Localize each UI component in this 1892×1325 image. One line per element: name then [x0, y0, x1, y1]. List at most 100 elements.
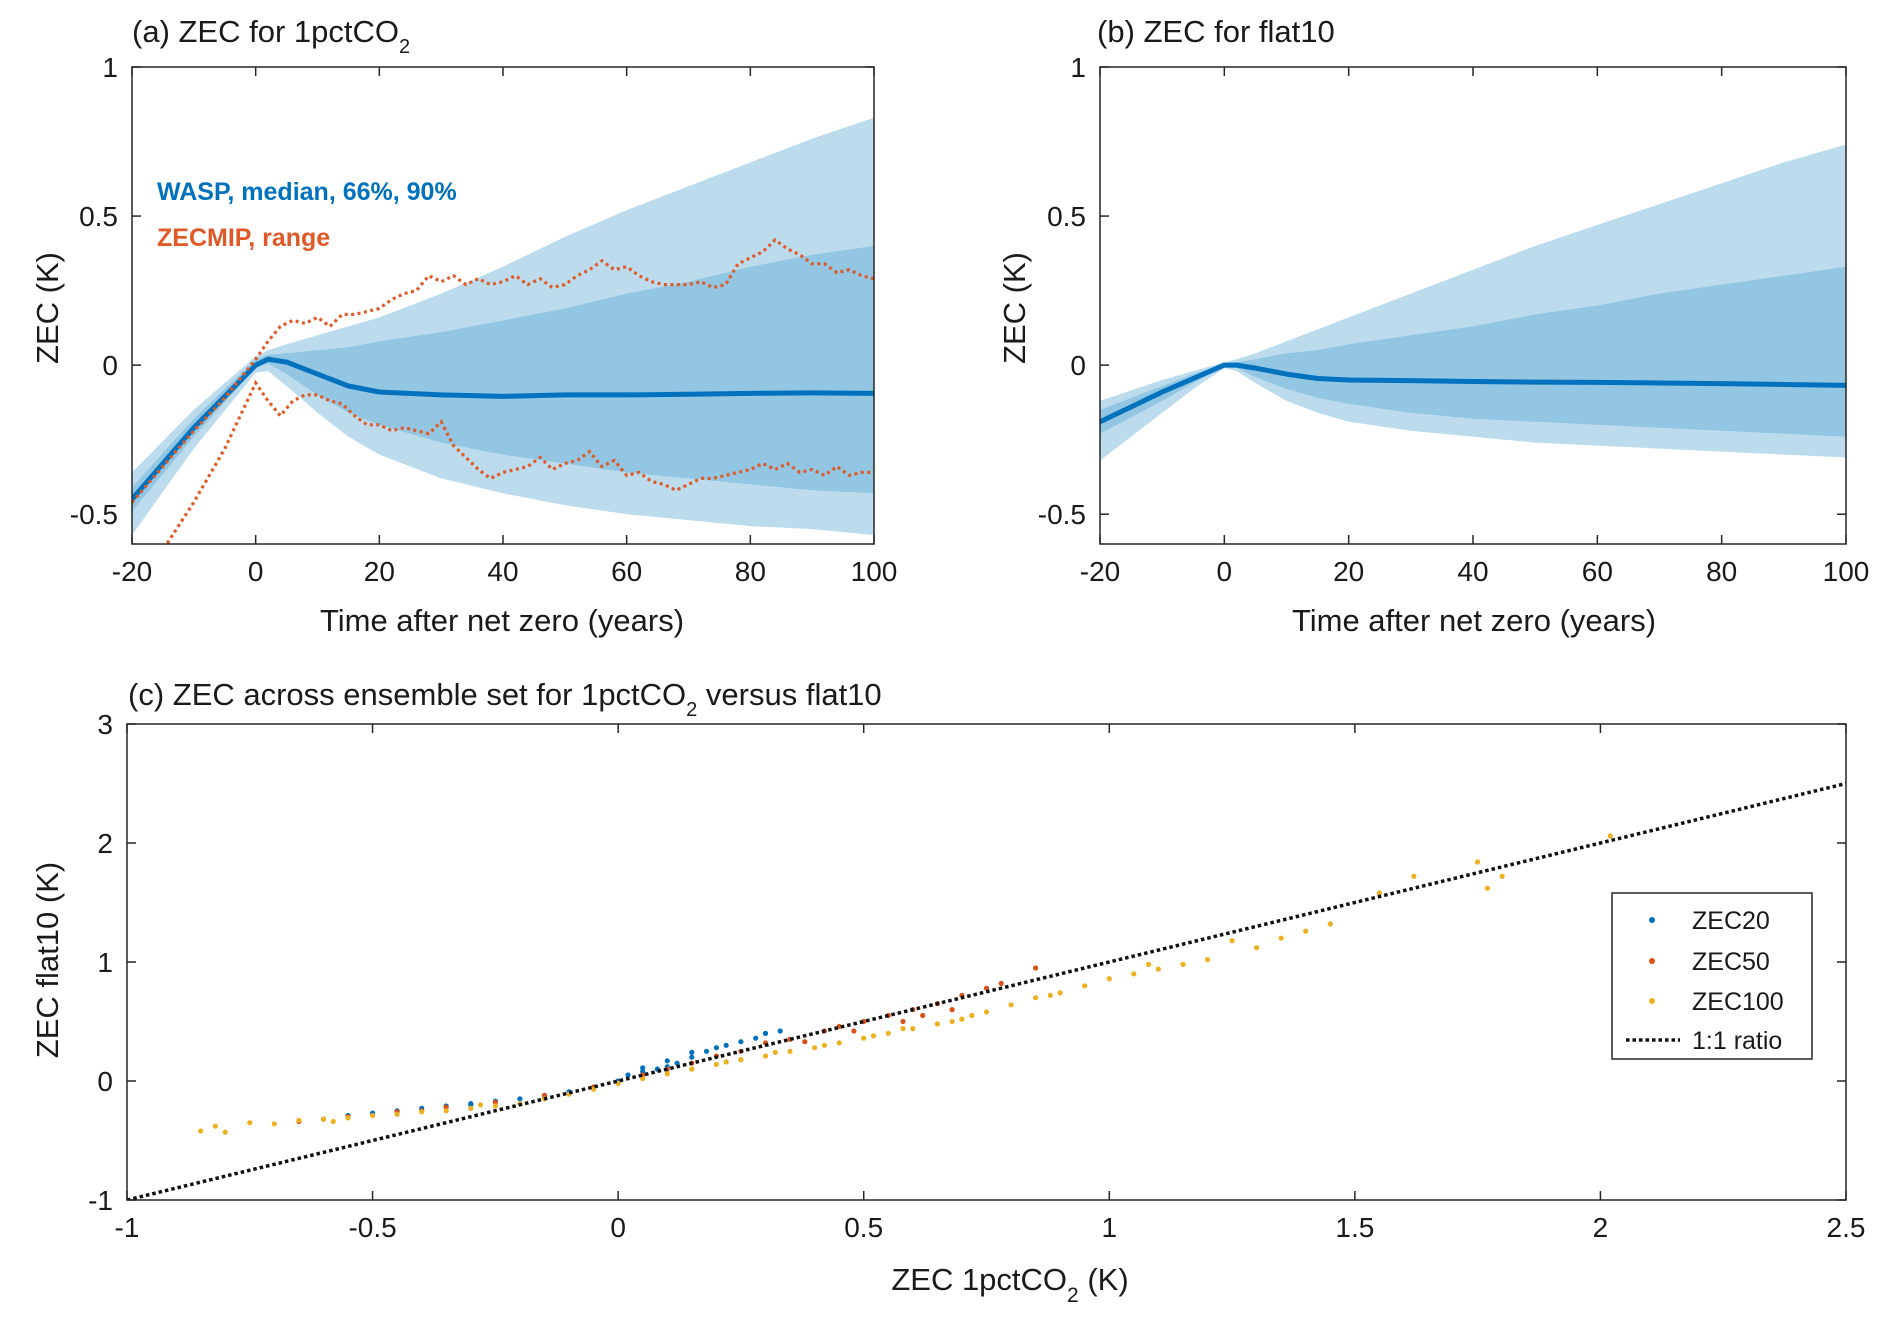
scatter-point-zec100	[468, 1105, 474, 1111]
scatter-point-zec100	[812, 1045, 818, 1051]
panel-c-x-axis-label: ZEC 1pctCO2 (K)	[891, 1262, 1128, 1307]
scatter-point-zec100	[723, 1059, 729, 1065]
panel-c-axes-frame	[126, 723, 1847, 1201]
zecmip-annotation: ZECMIP, range	[157, 224, 330, 252]
panel-b-title: (b) ZEC for flat10	[1097, 14, 1335, 49]
scatter-point-zec100	[772, 1049, 778, 1055]
panel-c-x-tick-label: 2.5	[1827, 1212, 1866, 1243]
panel-b-x-tick-label: 100	[1823, 556, 1870, 587]
legend-label-ratio: 1:1 ratio	[1692, 1027, 1782, 1055]
panel-c-legend: ZEC20 ZEC50 ZEC100 1:1 ratio	[1611, 892, 1813, 1060]
scatter-point-zec100	[1033, 995, 1039, 1001]
scatter-point-zec100	[1155, 966, 1161, 972]
scatter-point-zec20	[753, 1035, 759, 1041]
scatter-point-zec50	[998, 980, 1004, 987]
scatter-point-zec100	[394, 1111, 400, 1117]
panel-a-title: (a) ZEC for 1pctCO2	[132, 14, 410, 58]
scatter-point-zec100	[271, 1121, 277, 1127]
panel-c-y-tick-label: 3	[97, 709, 113, 740]
scatter-point-zec20	[689, 1049, 695, 1055]
scatter-point-zec50	[851, 1028, 857, 1034]
scatter-point-zec50	[949, 1007, 955, 1013]
scatter-point-zec50	[983, 985, 990, 991]
scatter-point-zec100	[713, 1061, 720, 1067]
panel-b-median-line	[1100, 362, 1846, 425]
scatter-point-zec100	[478, 1102, 484, 1108]
panel-a-x-tick-label: 0	[248, 556, 264, 587]
panel-a-x-tick-label: 40	[487, 556, 518, 587]
scatter-point-zec100	[330, 1118, 336, 1125]
scatter-point-zec100	[370, 1112, 376, 1119]
panel-c-y-tick-label: 1	[97, 947, 113, 978]
scatter-point-zec100	[345, 1115, 351, 1121]
legend-label-zec50: ZEC50	[1692, 948, 1770, 976]
scatter-point-zec100	[296, 1117, 302, 1123]
panel-c-title: (c) ZEC across ensemble set for 1pctCO2 …	[128, 677, 882, 721]
panel-a-median-line	[132, 356, 874, 501]
scatter-point-zec100	[934, 1021, 941, 1027]
panel-c-y-tick-label: 2	[97, 828, 113, 859]
scatter-point-zec50	[920, 1012, 926, 1019]
panel-c-y-tick-label: 0	[97, 1066, 113, 1097]
panel-a-x-tick-label: 80	[735, 556, 766, 587]
scatter-point-zec20	[689, 1054, 695, 1060]
scatter-point-zec100	[821, 1042, 828, 1048]
scatter-point-zec50	[900, 1018, 906, 1025]
panel-b-y-tick-label: 0.5	[1047, 201, 1086, 232]
scatter-point-zec20	[713, 1045, 720, 1051]
panel-a-data	[132, 117, 874, 544]
scatter-point-zec100	[1475, 859, 1481, 865]
scatter-point-zec100	[1057, 990, 1063, 996]
legend-marker-zec100	[1649, 998, 1655, 1004]
panel-b-data	[1100, 144, 1846, 461]
scatter-point-zec100	[1327, 921, 1333, 927]
panel-b-chart: -20 0 20 40 60 80 100 -0.5 0 0.5 1	[1038, 52, 1870, 587]
panel-a-chart: -20 0 20 40 60 80 100 -0.5 0 0.5 1	[70, 52, 898, 587]
legend-marker-zec20	[1649, 917, 1655, 923]
scatter-point-zec20	[640, 1065, 646, 1071]
panel-b-x-tick-label: 20	[1333, 556, 1364, 587]
ratio-line	[127, 781, 1846, 1200]
scatter-point-zec100	[222, 1129, 228, 1135]
scatter-point-zec20	[674, 1060, 680, 1066]
panel-b-x-tick-label: 80	[1706, 556, 1737, 587]
scatter-point-zec50	[802, 1039, 808, 1045]
scatter-point-zec20	[664, 1058, 670, 1064]
scatter-point-zec100	[1411, 873, 1417, 879]
panel-b-y-axis-label: ZEC (K)	[997, 252, 1032, 364]
scatter-point-zec20	[625, 1072, 631, 1078]
panel-a-y-axis-label: ZEC (K)	[30, 252, 65, 364]
panel-a-axes-frame	[131, 66, 875, 545]
scatter-point-zec100	[247, 1120, 253, 1126]
panel-c-x-tick-label: 1	[1101, 1212, 1117, 1243]
scatter-point-zec50	[836, 1023, 842, 1029]
scatter-point-zec100	[419, 1109, 425, 1115]
scatter-point-zec100	[738, 1057, 744, 1063]
scatter-point-zec100	[885, 1030, 891, 1036]
panel-b-x-tick-label: 0	[1217, 556, 1233, 587]
scatter-point-zec20	[762, 1030, 769, 1036]
scatter-point-zec100	[1229, 938, 1235, 944]
scatter-point-zec100	[1131, 971, 1137, 977]
panel-c-x-tick-label: -0.5	[348, 1212, 396, 1243]
panel-c-x-tick-label: 1.5	[1335, 1212, 1374, 1243]
scatter-point-zec20	[468, 1102, 474, 1108]
panel-c-x-tick-label: 0	[610, 1212, 626, 1243]
scatter-point-zec20	[517, 1096, 523, 1102]
panel-a-zecmip-lower	[164, 379, 874, 544]
scatter-point-zec100	[836, 1040, 842, 1046]
panel-b-x-tick-label: 60	[1582, 556, 1613, 587]
legend-label-zec20: ZEC20	[1692, 907, 1770, 935]
scatter-point-zec100	[664, 1071, 670, 1077]
panel-c-x-tick-label: -1	[115, 1212, 140, 1243]
scatter-point-zec20	[723, 1042, 729, 1048]
panel-a-x-axis-label: Time after net zero (years)	[320, 603, 684, 638]
panel-a-x-tick-label: 100	[851, 556, 898, 587]
scatter-point-zec100	[1484, 885, 1491, 891]
scatter-point-zec100	[1146, 961, 1152, 968]
wasp-annotation: WASP, median, 66%, 90%	[157, 178, 457, 206]
scatter-point-zec100	[983, 1009, 990, 1015]
panel-c-x-tick-label: 0.5	[844, 1212, 883, 1243]
panel-a-y-tick-label: 0.5	[79, 201, 118, 232]
